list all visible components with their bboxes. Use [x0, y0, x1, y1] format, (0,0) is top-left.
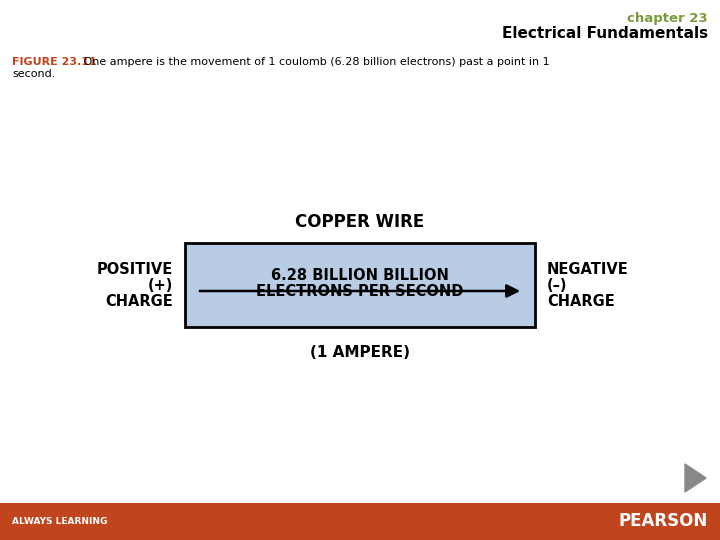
Bar: [185, 243, 535, 327]
Text: CHARGE: CHARGE: [547, 294, 615, 308]
Text: COPPER WIRE: COPPER WIRE: [295, 213, 425, 231]
Text: ELECTRONS PER SECOND: ELECTRONS PER SECOND: [256, 285, 464, 300]
Text: (+): (+): [148, 278, 173, 293]
Text: chapter 23: chapter 23: [627, 12, 708, 25]
Text: ALWAYS LEARNING: ALWAYS LEARNING: [12, 517, 107, 526]
Text: (1 AMPERE): (1 AMPERE): [310, 345, 410, 360]
Text: FIGURE 23.11: FIGURE 23.11: [12, 57, 96, 67]
Text: POSITIVE: POSITIVE: [96, 261, 173, 276]
Text: 6.28 BILLION BILLION: 6.28 BILLION BILLION: [271, 267, 449, 282]
Text: CHARGE: CHARGE: [105, 294, 173, 308]
Text: PEARSON: PEARSON: [618, 512, 708, 530]
Text: NEGATIVE: NEGATIVE: [547, 261, 629, 276]
Polygon shape: [685, 464, 706, 492]
Text: One ampere is the movement of 1 coulomb (6.28 billion electrons) past a point in: One ampere is the movement of 1 coulomb …: [80, 57, 549, 67]
Bar: [0, 503, 720, 540]
Text: Electrical Fundamentals: Electrical Fundamentals: [502, 26, 708, 41]
Text: (–): (–): [547, 278, 567, 293]
Text: second.: second.: [12, 69, 55, 79]
